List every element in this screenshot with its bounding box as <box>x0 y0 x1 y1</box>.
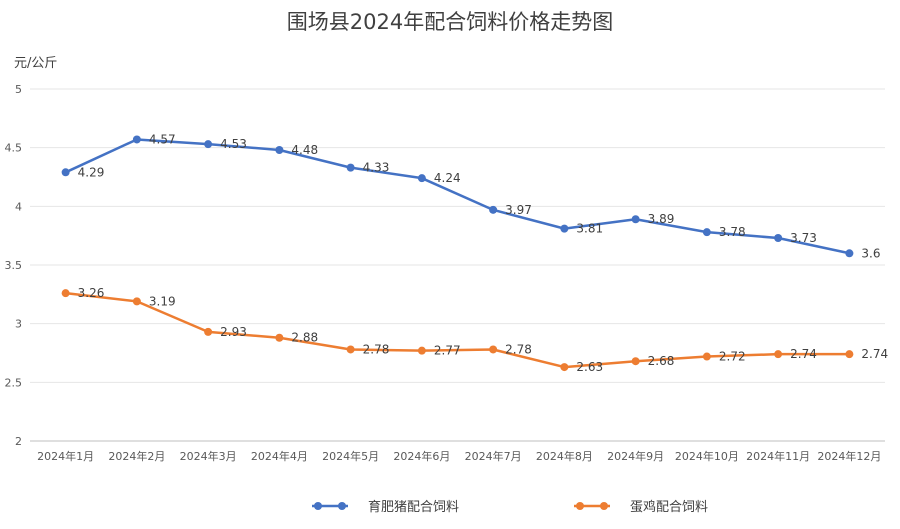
gridlines <box>30 88 885 442</box>
legend-item-series-0[interactable]: 育肥猪配合饲料 <box>312 496 459 515</box>
data-label: 3.26 <box>78 286 105 300</box>
x-tick-label: 2024年4月 <box>251 449 308 463</box>
data-label: 2.78 <box>505 342 532 356</box>
y-tick-label: 2.5 <box>5 376 23 389</box>
data-point <box>774 234 783 243</box>
data-label: 2.68 <box>648 354 675 368</box>
series-line <box>65 291 850 369</box>
legend-marker-icon <box>574 501 610 510</box>
legend-label: 蛋鸡配合饲料 <box>630 500 709 515</box>
data-point <box>346 163 355 172</box>
data-point <box>61 168 70 177</box>
x-tick-label: 2024年12月 <box>817 449 881 463</box>
data-label: 4.53 <box>220 137 247 151</box>
data-point <box>61 289 70 298</box>
data-label: 4.24 <box>434 171 461 185</box>
data-label: 4.48 <box>291 143 318 157</box>
data-point <box>132 135 141 144</box>
chart-title: 围场县2024年配合饲料价格走势图 <box>286 10 614 34</box>
data-label: 4.57 <box>149 132 176 146</box>
data-label: 3.78 <box>719 225 746 239</box>
data-label: 3.97 <box>505 203 532 217</box>
x-tick-label: 2024年6月 <box>393 449 450 463</box>
data-point <box>417 174 426 183</box>
y-tick-label: 2 <box>15 435 22 448</box>
x-tick-label: 2024年7月 <box>465 449 522 463</box>
x-tick-label: 2024年9月 <box>607 449 664 463</box>
data-point <box>204 327 213 336</box>
data-point <box>560 363 569 372</box>
x-tick-label: 2024年5月 <box>322 449 379 463</box>
data-label: 4.29 <box>78 165 105 179</box>
x-tick-label: 2024年11月 <box>746 449 810 463</box>
x-tick-label: 2024年1月 <box>37 449 94 463</box>
data-label: 4.33 <box>363 161 390 175</box>
data-label: 2.63 <box>576 360 603 374</box>
y-tick-label: 4 <box>15 200 22 213</box>
data-label: 2.74 <box>861 347 888 361</box>
data-point <box>275 146 284 155</box>
series-line <box>65 138 850 255</box>
data-point <box>346 345 355 354</box>
x-tick-label: 2024年3月 <box>180 449 237 463</box>
data-label: 2.72 <box>719 350 746 364</box>
data-point <box>560 224 569 233</box>
y-axis-ticks: 2 2.5 3 3.5 4 4.5 5 <box>5 83 23 448</box>
x-tick-label: 2024年2月 <box>108 449 165 463</box>
y-tick-label: 3 <box>15 318 22 331</box>
data-label: 2.74 <box>790 347 817 361</box>
legend-item-series-1[interactable]: 蛋鸡配合饲料 <box>574 496 708 515</box>
data-point <box>631 357 640 366</box>
data-point <box>631 215 640 224</box>
data-label: 2.78 <box>363 342 390 356</box>
series-group: 4.29 4.57 4.53 4.48 4.33 4.24 3.97 3.81 3.89 3.78… <box>61 132 888 374</box>
data-label: 3.73 <box>790 231 817 245</box>
legend-marker-icon <box>312 501 348 510</box>
data-label: 2.77 <box>434 344 461 358</box>
y-tick-label: 3.5 <box>5 259 23 272</box>
data-point <box>774 350 783 359</box>
data-label: 2.93 <box>220 325 247 339</box>
data-point <box>845 249 854 258</box>
data-point <box>204 140 213 149</box>
data-point <box>275 333 284 342</box>
data-point <box>489 205 498 214</box>
data-label: 3.89 <box>648 212 675 226</box>
data-point <box>845 350 854 359</box>
legend-label: 育肥猪配合饲料 <box>368 500 460 515</box>
data-label: 3.6 <box>861 246 880 260</box>
data-point <box>702 228 711 237</box>
data-label: 2.88 <box>291 331 318 345</box>
y-axis-unit-label: 元/公斤 <box>14 56 58 71</box>
y-tick-label: 4.5 <box>5 142 23 155</box>
x-axis-ticks: 2024年1月 2024年2月 2024年3月 2024年4月 2024年5月 2024年… <box>37 449 881 463</box>
data-point <box>132 297 141 306</box>
data-label: 3.81 <box>576 222 603 236</box>
data-label: 3.19 <box>149 294 176 308</box>
series-0: 4.29 4.57 4.53 4.48 4.33 4.24 3.97 3.81 3.89 3.78… <box>61 132 880 260</box>
x-tick-label: 2024年10月 <box>675 449 739 463</box>
series-1: 3.26 3.19 2.93 2.88 2.78 2.77 2.78 2.63 2.68 2.72… <box>61 286 888 374</box>
data-point <box>702 352 711 361</box>
data-point <box>489 345 498 354</box>
x-tick-label: 2024年8月 <box>536 449 593 463</box>
y-tick-label: 5 <box>15 83 22 96</box>
data-point <box>417 346 426 355</box>
